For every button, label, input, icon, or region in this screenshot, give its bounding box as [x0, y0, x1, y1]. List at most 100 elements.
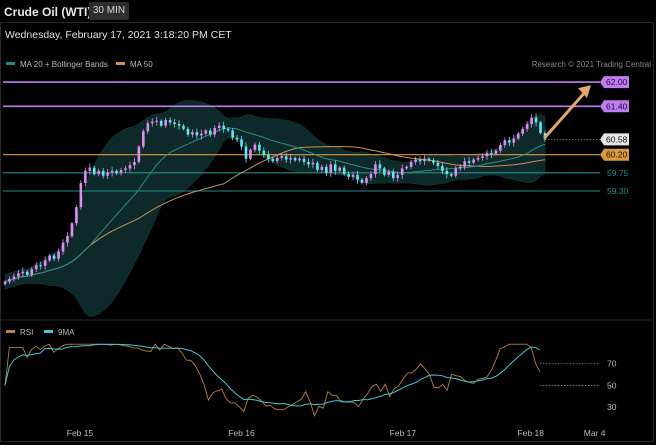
candle-body-119 [534, 117, 538, 123]
candle-body-41 [186, 128, 190, 135]
candle-body-39 [177, 124, 181, 126]
candle-17 [79, 180, 83, 210]
price-level-labels: 62.00 61.40 60.20 59.75 59.30 60.58 [600, 76, 629, 196]
candle-113 [507, 136, 511, 147]
x-tick-2: Feb 17 [390, 428, 417, 438]
candle-body-49 [222, 125, 225, 129]
candle-84 [378, 160, 382, 173]
candle-48 [217, 122, 221, 132]
rsi-legend-label-1: 9MA [58, 328, 75, 337]
candle-body-63 [284, 156, 288, 160]
candle-body-100 [449, 174, 453, 176]
candle-67 [302, 155, 306, 165]
candle-89 [400, 164, 404, 179]
candle-body-120 [539, 122, 542, 133]
level-label-0-text: 62.00 [606, 77, 628, 87]
candle-87 [391, 168, 395, 181]
candle-106 [476, 155, 480, 162]
candle-68 [307, 158, 310, 168]
candle-body-116 [521, 128, 524, 134]
candle-body-8 [39, 265, 43, 267]
candle-body-81 [365, 178, 368, 183]
candle-body-19 [88, 167, 92, 171]
last-price-label-text: 60.58 [606, 134, 628, 144]
candle-body-11 [52, 255, 56, 259]
moving-averages [4, 127, 546, 283]
candle-body-48 [217, 125, 221, 129]
candle-47 [213, 125, 217, 138]
candle-95 [427, 157, 431, 162]
level-label-4: 59.30 [607, 186, 629, 196]
candle-body-103 [463, 161, 466, 167]
timeframe-badge[interactable]: 30 MIN [89, 2, 129, 20]
bollinger-band-area [4, 100, 546, 318]
candle-112 [503, 137, 507, 148]
candle-82 [369, 171, 373, 181]
candle-body-108 [485, 153, 489, 157]
candle-120 [539, 120, 542, 135]
candle-46 [208, 128, 212, 137]
candle-39 [177, 120, 181, 130]
rsi-tick-1: 50 [607, 380, 617, 390]
candle-69 [311, 158, 315, 169]
candle-body-13 [61, 242, 65, 252]
candle-43 [195, 128, 199, 139]
candle-52 [235, 134, 239, 143]
price-legend-swatch-1 [116, 62, 125, 65]
candle-body-46 [208, 130, 212, 135]
candle-77 [347, 171, 350, 180]
candle-body-33 [150, 121, 154, 124]
candle-body-118 [530, 117, 533, 125]
level-label-2-bg [600, 148, 629, 161]
candlesticks [3, 113, 547, 286]
candle-44 [200, 129, 203, 140]
candle-13 [61, 239, 65, 255]
candle-37 [168, 117, 172, 126]
candle-body-26 [119, 170, 123, 174]
candle-79 [356, 170, 359, 184]
candle-99 [445, 166, 449, 179]
candle-93 [418, 156, 422, 165]
candle-body-28 [128, 165, 132, 169]
candle-51 [231, 128, 234, 140]
candle-62 [280, 153, 283, 161]
price-legend-swatch-0 [6, 62, 15, 65]
candle-body-58 [262, 150, 266, 155]
candle-body-21 [97, 170, 101, 175]
candle-body-80 [360, 179, 364, 183]
candle-body-42 [191, 132, 194, 135]
candle-33 [150, 118, 154, 127]
candle-body-107 [481, 156, 484, 158]
candle-117 [525, 121, 529, 132]
candle-85 [383, 166, 386, 177]
candle-12 [57, 248, 60, 262]
x-tick-0: Feb 15 [67, 428, 94, 438]
candle-body-85 [383, 168, 386, 175]
x-tick-3: Feb 18 [517, 428, 544, 438]
candle-body-53 [240, 139, 243, 147]
candle-56 [253, 142, 257, 153]
candle-118 [530, 114, 533, 128]
candle-body-96 [432, 160, 435, 163]
candle-61 [275, 155, 279, 164]
candle-body-70 [316, 162, 319, 171]
price-legend-label-0: MA 20 + Bollinger Bands [20, 60, 108, 69]
candle-104 [467, 157, 471, 167]
candle-body-31 [142, 131, 145, 147]
candle-body-16 [75, 207, 78, 224]
candle-body-68 [307, 161, 310, 165]
candle-body-45 [204, 130, 208, 134]
candle-body-114 [512, 138, 516, 143]
candle-36 [164, 117, 167, 128]
candle-16 [75, 204, 78, 226]
price-legend: MA 20 + Bollinger Bands MA 50 Research © 2… [6, 60, 651, 69]
candle-105 [472, 157, 475, 165]
candle-body-38 [173, 122, 176, 125]
candle-31 [142, 129, 145, 149]
candle-body-82 [369, 174, 373, 179]
candle-91 [409, 159, 413, 170]
candle-body-77 [347, 174, 350, 177]
candle-body-76 [342, 167, 346, 175]
candle-body-113 [507, 140, 511, 143]
